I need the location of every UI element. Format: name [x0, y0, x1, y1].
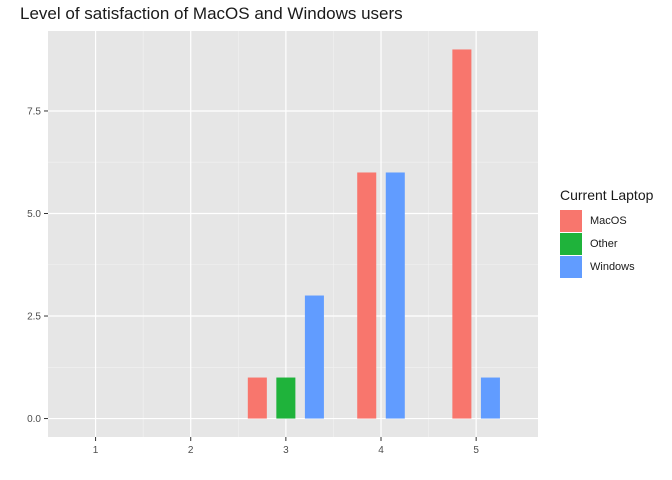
x-tick-label: 5: [473, 445, 479, 456]
chart-title: Level of satisfaction of MacOS and Windo…: [20, 4, 403, 23]
x-tick-label: 3: [283, 445, 289, 456]
bar-macos-5: [452, 49, 472, 419]
legend: Current Laptop MacOS Other Windows: [560, 187, 653, 278]
legend-label: MacOS: [590, 214, 627, 227]
bar-windows-4: [385, 172, 405, 419]
y-tick-label: 2.5: [27, 312, 41, 323]
x-tick-label: 2: [188, 445, 194, 456]
x-tick-label: 1: [93, 445, 99, 456]
legend-label: Other: [590, 237, 618, 250]
legend-item-other: Other: [560, 232, 653, 255]
legend-item-windows: Windows: [560, 255, 653, 278]
y-tick-label: 7.5: [27, 106, 41, 117]
bar-windows-5: [480, 377, 500, 419]
bar-windows-3: [304, 295, 324, 419]
legend-key-other: [560, 232, 582, 255]
x-tick-label: 4: [378, 445, 384, 456]
y-tick-label: 5.0: [27, 209, 41, 220]
legend-item-macos: MacOS: [560, 209, 653, 232]
bar-macos-4: [357, 172, 377, 419]
legend-key-macos: [560, 209, 582, 232]
legend-key-windows: [560, 255, 582, 278]
y-tick-label: 0.0: [27, 414, 41, 425]
legend-label: Windows: [590, 260, 635, 273]
legend-title: Current Laptop: [560, 187, 654, 203]
bar-macos-3: [247, 377, 267, 419]
bar-other-3: [276, 377, 296, 419]
